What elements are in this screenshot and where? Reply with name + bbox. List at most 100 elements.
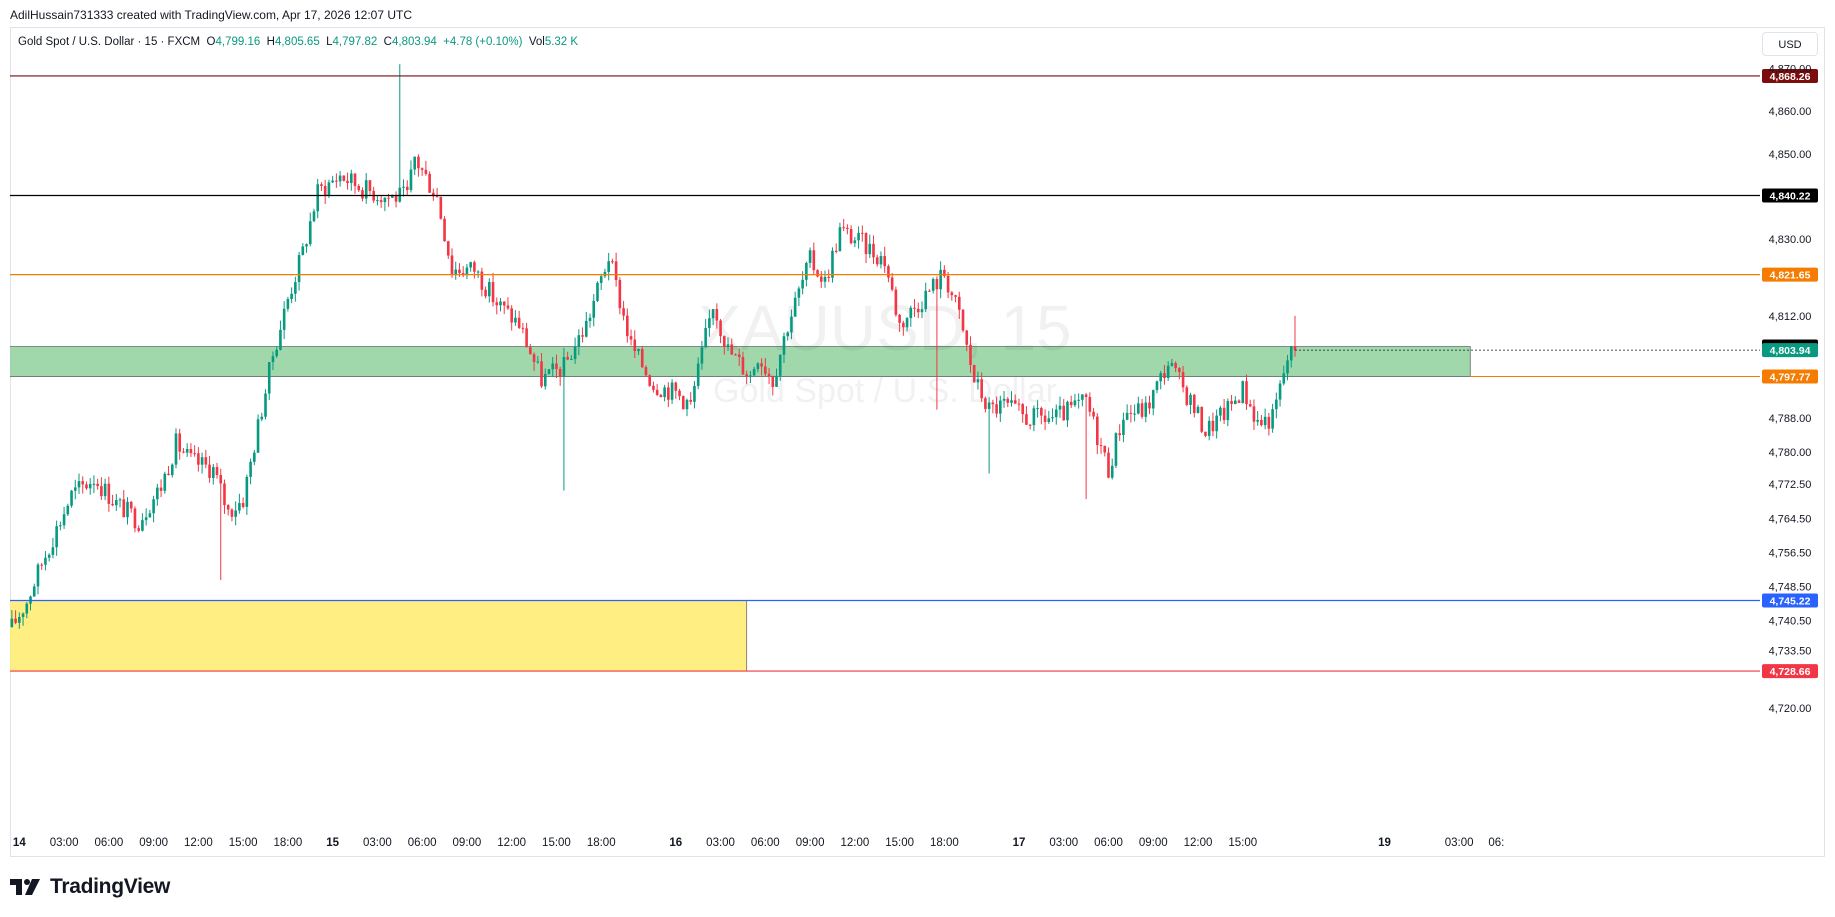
candle bbox=[1054, 404, 1058, 425]
time-tick-label: 03:00 bbox=[1049, 837, 1078, 849]
candle bbox=[640, 345, 644, 369]
candle bbox=[499, 297, 502, 312]
candle-body bbox=[88, 483, 92, 489]
candle bbox=[1207, 416, 1211, 441]
time-tick-label: 14 bbox=[13, 837, 26, 849]
candle-body bbox=[812, 250, 816, 271]
candle-body bbox=[898, 314, 901, 323]
candle-body bbox=[417, 156, 420, 169]
candle bbox=[107, 476, 111, 512]
price-tag bbox=[1762, 343, 1818, 358]
candle-body bbox=[1021, 404, 1025, 415]
candle bbox=[786, 331, 790, 341]
candle-body bbox=[349, 173, 353, 184]
candle-body bbox=[1196, 406, 1200, 413]
candle-body bbox=[722, 336, 726, 348]
candle-body bbox=[883, 256, 886, 267]
candle bbox=[846, 224, 849, 235]
candle bbox=[144, 508, 148, 526]
close-value: 4,803.94 bbox=[391, 36, 437, 48]
candle-body bbox=[1230, 401, 1233, 405]
price-tick-label: 4,850.00 bbox=[1769, 149, 1812, 161]
candle bbox=[920, 301, 924, 319]
candle bbox=[1137, 396, 1140, 415]
candle bbox=[782, 332, 786, 363]
candle-body bbox=[36, 564, 40, 587]
candle-body bbox=[838, 227, 842, 252]
candle bbox=[14, 610, 17, 625]
candle-body bbox=[126, 501, 129, 518]
candle bbox=[1148, 395, 1151, 415]
candle-body bbox=[103, 483, 107, 497]
candle bbox=[898, 313, 901, 332]
candle bbox=[1260, 414, 1263, 427]
time-tick-label: 18:00 bbox=[273, 837, 302, 849]
candle bbox=[59, 521, 62, 531]
time-tick-label: 06:00 bbox=[94, 837, 123, 849]
candle bbox=[230, 508, 234, 522]
candle bbox=[346, 172, 349, 190]
candle bbox=[834, 243, 838, 254]
candle bbox=[1215, 409, 1218, 439]
candle-body bbox=[174, 433, 178, 465]
candle bbox=[178, 428, 182, 460]
candle bbox=[715, 303, 719, 329]
candle bbox=[611, 258, 614, 264]
candle bbox=[555, 354, 558, 379]
candle bbox=[603, 268, 607, 279]
candle-body bbox=[644, 367, 648, 376]
candle bbox=[1047, 410, 1051, 424]
candle-body bbox=[573, 346, 577, 360]
price-tick-label: 4,830.00 bbox=[1769, 234, 1812, 246]
candle bbox=[879, 251, 883, 269]
candle bbox=[1170, 358, 1174, 367]
candle bbox=[446, 240, 450, 259]
candle-body bbox=[133, 508, 137, 529]
candle bbox=[454, 261, 458, 280]
candle-body bbox=[450, 255, 454, 274]
candle bbox=[234, 501, 237, 526]
candle bbox=[1233, 396, 1237, 405]
candle-body bbox=[875, 257, 879, 265]
candle-body bbox=[797, 288, 801, 298]
candle-body bbox=[111, 503, 114, 506]
candle-body bbox=[506, 305, 510, 309]
time-tick-label: 15:00 bbox=[1228, 837, 1257, 849]
candle bbox=[633, 330, 637, 358]
candle bbox=[1040, 406, 1043, 425]
symbol-name[interactable]: Gold Spot / U.S. Dollar · 15 · FXCM bbox=[18, 36, 201, 48]
candle-body bbox=[834, 250, 838, 252]
watermark-ticker: XAUUSD, 15 bbox=[698, 292, 1071, 364]
candle-body bbox=[700, 347, 704, 364]
candle bbox=[678, 388, 681, 401]
price-tick-label: 4,740.50 bbox=[1769, 616, 1812, 628]
candle-body bbox=[152, 499, 155, 514]
candle-body bbox=[599, 276, 603, 283]
candle bbox=[1069, 395, 1073, 409]
candle-body bbox=[391, 194, 394, 198]
currency-button[interactable]: USD bbox=[1762, 32, 1818, 56]
open-value: 4,799.16 bbox=[215, 36, 261, 48]
price-tick-label: 4,764.50 bbox=[1769, 513, 1812, 525]
candle-body bbox=[611, 261, 614, 263]
candle bbox=[972, 364, 976, 383]
candle-body bbox=[275, 349, 279, 357]
candle-body bbox=[1137, 403, 1140, 414]
candle-body bbox=[18, 616, 21, 623]
candle bbox=[696, 357, 700, 390]
candle-body bbox=[831, 250, 834, 278]
candle-body bbox=[320, 184, 323, 186]
candle bbox=[368, 180, 372, 195]
candle bbox=[376, 195, 379, 206]
candle bbox=[1155, 380, 1159, 394]
candle bbox=[502, 301, 506, 315]
candle bbox=[1051, 408, 1054, 422]
candle-body bbox=[394, 194, 398, 202]
candle bbox=[66, 503, 70, 517]
candle-body bbox=[704, 327, 707, 348]
candle-body bbox=[864, 233, 868, 255]
candle-body bbox=[555, 363, 558, 369]
candle-body bbox=[614, 261, 618, 281]
candle bbox=[1278, 380, 1282, 407]
